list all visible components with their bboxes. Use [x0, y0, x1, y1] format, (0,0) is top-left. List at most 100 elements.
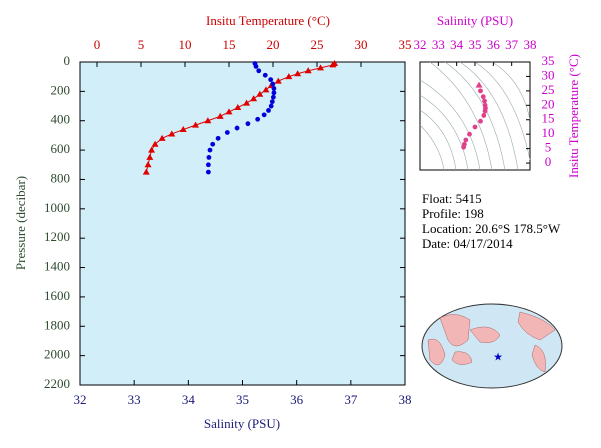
data-point: [317, 64, 325, 71]
data-point: [478, 88, 483, 94]
data-point: [234, 125, 240, 131]
x2-tick-label: 20: [266, 37, 279, 52]
data-point: [225, 108, 233, 115]
ts-y-title: Insitu Temperature (°C): [566, 54, 581, 178]
x2-tick-label: 0: [94, 37, 101, 52]
y-tick-label: 1000: [44, 200, 70, 215]
data-point: [270, 94, 276, 100]
data-point: [256, 90, 264, 97]
data-point: [215, 135, 221, 141]
x-tick-label: 38: [399, 392, 412, 407]
data-point: [151, 140, 159, 147]
x2-tick-label: 35: [399, 37, 412, 52]
data-point: [206, 155, 212, 160]
ts-x-title: Salinity (PSU): [437, 13, 513, 28]
y-tick-label: 2200: [44, 376, 70, 391]
ts-y-tick-label: 25: [542, 82, 555, 97]
data-point: [274, 77, 282, 84]
ts-x-tick-label: 35: [469, 37, 482, 52]
info-line: Float: 5415: [422, 191, 482, 206]
y-tick-label: 1400: [44, 259, 70, 274]
data-point: [481, 113, 487, 118]
y-tick-label: 600: [51, 141, 71, 156]
data-point: [482, 98, 487, 104]
data-point: [463, 137, 469, 143]
ts-y-tick-label: 35: [542, 53, 555, 68]
data-point: [256, 68, 262, 74]
data-point: [478, 118, 483, 124]
data-point: [158, 134, 166, 141]
bottom-axis-title: Salinity (PSU): [204, 416, 280, 431]
data-point: [268, 103, 274, 109]
top-axis-title: Insitu Temperature (°C): [206, 13, 330, 28]
data-point: [234, 104, 242, 111]
data-point: [148, 146, 156, 153]
data-point: [179, 126, 187, 133]
x2-tick-label: 5: [138, 37, 145, 52]
data-point: [205, 169, 211, 175]
y-axis-title: Pressure (decibar): [13, 176, 28, 270]
ts-x-tick-label: 34: [450, 37, 464, 52]
x-tick-label: 35: [236, 392, 249, 407]
data-point: [250, 95, 258, 102]
ts-y-tick-label: 20: [542, 96, 555, 111]
x2-tick-label: 25: [310, 37, 323, 52]
data-point: [271, 90, 277, 96]
info-line: Location: 20.6°S 178.5°W: [422, 221, 561, 236]
ts-x-tick-label: 38: [524, 37, 537, 52]
x-tick-label: 33: [128, 392, 141, 407]
data-point: [245, 121, 251, 127]
svg-text:★: ★: [493, 352, 503, 364]
data-point: [261, 112, 267, 118]
data-point: [243, 99, 251, 106]
data-point: [253, 64, 259, 69]
data-point: [144, 161, 152, 168]
info-line: Date: 04/17/2014: [422, 236, 513, 251]
data-point: [205, 162, 211, 168]
data-point: [142, 168, 150, 175]
data-point: [461, 144, 467, 150]
data-point: [294, 70, 302, 77]
density-contours: [419, 61, 531, 171]
y-tick-label: 2000: [44, 347, 70, 362]
y-tick-label: 800: [51, 170, 71, 185]
info-block: Float: 5415 Profile: 198 Location: 20.6°…: [422, 191, 561, 251]
location-map: ★: [421, 303, 563, 389]
data-point: [285, 73, 293, 80]
data-point: [146, 153, 154, 160]
data-point: [210, 141, 216, 147]
data-point: [268, 77, 274, 83]
ts-y-tick-label: 30: [542, 67, 555, 82]
data-point: [204, 117, 212, 124]
data-point: [262, 86, 270, 93]
y-tick-label: 1800: [44, 317, 70, 332]
data-point: [207, 147, 213, 153]
data-point: [480, 94, 486, 100]
data-point: [467, 131, 472, 137]
y-tick-label: 1600: [44, 288, 70, 303]
ts-y-tick-label: 5: [545, 140, 552, 155]
ts-x-tick-label: 37: [505, 37, 519, 52]
x2-tick-label: 15: [222, 37, 235, 52]
info-line: Profile: 198: [422, 206, 484, 221]
data-point: [168, 130, 176, 137]
ts-y-tick-label: 10: [542, 125, 555, 140]
ts-y-tick-label: 0: [545, 154, 552, 169]
x-tick-label: 34: [182, 392, 196, 407]
ts-x-tick-label: 36: [487, 37, 501, 52]
x-tick-label: 36: [290, 392, 304, 407]
data-point: [269, 99, 275, 105]
data-point: [475, 81, 483, 88]
data-point: [329, 61, 337, 68]
data-point: [304, 67, 312, 74]
y-tick-label: 200: [51, 82, 71, 97]
x2-tick-label: 10: [178, 37, 191, 52]
y-tick-label: 400: [51, 112, 71, 127]
data-point: [266, 108, 271, 113]
ts-x-tick-label: 33: [432, 37, 445, 52]
plot-area: [79, 61, 406, 386]
data-point: [255, 116, 261, 122]
data-point: [270, 81, 276, 87]
ts-y-tick-label: 15: [542, 111, 555, 126]
